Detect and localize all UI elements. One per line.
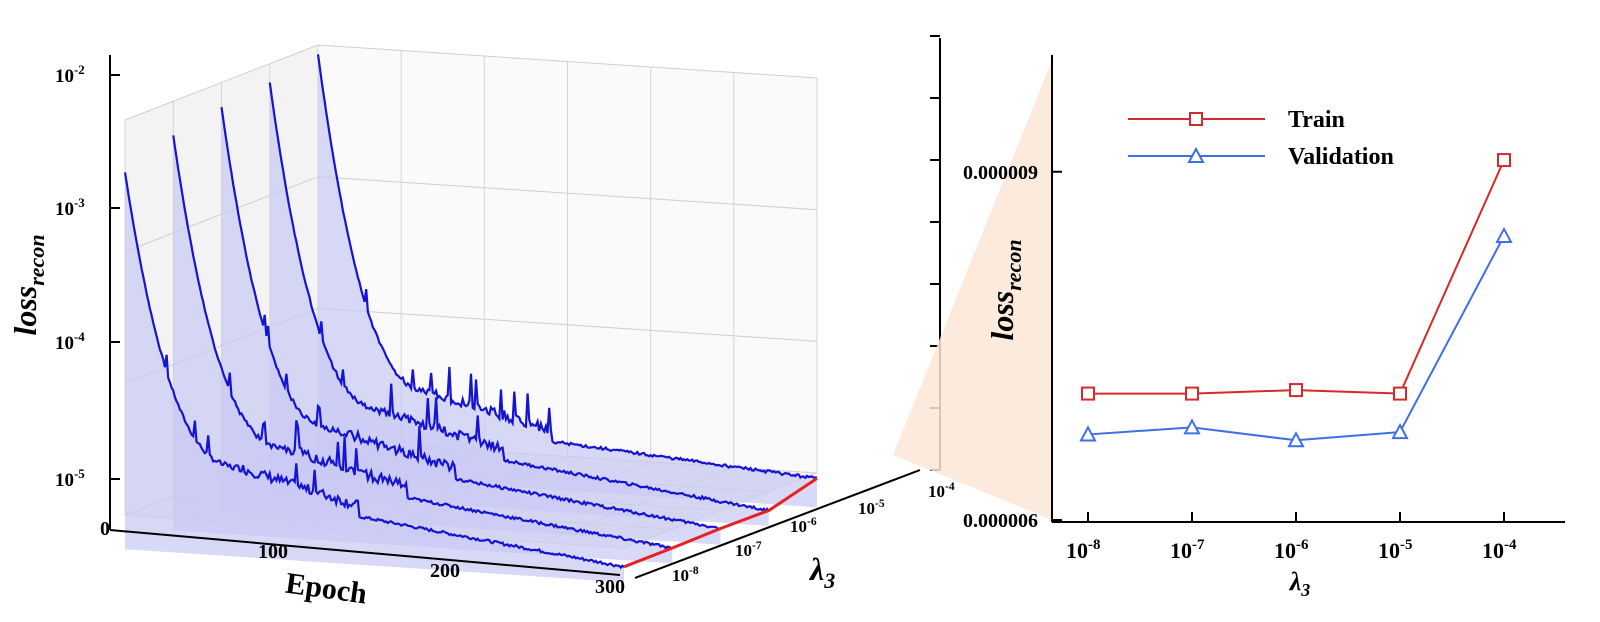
y-tick-label: 10-2 [55, 62, 85, 87]
y-tick-label: 10-3 [55, 195, 85, 220]
lambda-tick-label: 10-6 [790, 515, 817, 536]
inset-y-tick-label: 0.000009 [963, 162, 1038, 184]
inset-x-axis-title: λ3 [1289, 567, 1311, 600]
marker-train [1497, 153, 1511, 168]
lambda-tick-label: 10-4 [928, 480, 955, 501]
z-axis-title: λ3 [808, 551, 835, 593]
epoch-tick-label: 200 [430, 560, 460, 582]
line-plot-2d: 0.000009 0.000006 10-8 10-7 10-6 10-5 10-4 Trai… [893, 55, 1565, 600]
series-line-1e-7 [172, 135, 674, 551]
final-loss-highlight [623, 477, 818, 569]
epoch-tick-label: 100 [258, 541, 288, 563]
series-fill-1e-7 [173, 135, 673, 564]
marker-validation [1079, 425, 1097, 442]
inset-x-tick-label: 10-6 [1274, 537, 1309, 563]
y-tick-label: 10-4 [55, 329, 85, 354]
series-line-1e-5 [268, 82, 770, 514]
y-tick-label: 10-5 [55, 466, 85, 491]
series-line-1e-8 [123, 172, 625, 570]
marker-validation [1495, 226, 1513, 243]
series-line-train [1088, 159, 1505, 395]
series-line-1e-4 [316, 54, 817, 480]
legend-label-validation: Validation [1288, 144, 1394, 170]
legend-label-train: Train [1288, 107, 1345, 133]
inset-x-tick-label: 10-4 [1482, 537, 1517, 563]
legend-marker-train [1189, 112, 1203, 126]
inset-x-tick-label: 10-8 [1066, 537, 1100, 563]
lambda-axis-line [634, 469, 921, 579]
epoch-tick-label: 300 [595, 576, 625, 598]
lambda-tick-label: 10-8 [672, 564, 699, 585]
zoom-connector [893, 60, 1052, 520]
series-line-1e-6 [220, 106, 721, 531]
epoch-axis-line [109, 529, 621, 576]
lambda-tick-label: 10-5 [858, 497, 885, 518]
inset-y-tick-label: 0.000006 [963, 510, 1038, 532]
marker-train [1185, 386, 1199, 401]
y-axis-title: lossrecon [7, 234, 49, 335]
marker-validation [1391, 422, 1409, 440]
inset-y-axis-title: lossrecon [984, 239, 1026, 340]
legend-marker-validation [1187, 146, 1205, 163]
waterfall-3d-plot: 10-2 10-3 10-4 10-5 0 100 200 300 10-8 10-7 10-6 10… [7, 35, 955, 611]
marker-validation [1287, 431, 1305, 448]
series-fill-1e-8 [125, 172, 624, 583]
marker-validation [1183, 418, 1201, 435]
marker-train [1081, 386, 1095, 401]
series-line-validation [1087, 235, 1505, 442]
marker-train [1289, 383, 1303, 398]
inset-x-tick-label: 10-7 [1170, 537, 1205, 563]
marker-train [1393, 386, 1407, 401]
x-axis-title: Epoch [284, 567, 370, 611]
inset-x-tick-label: 10-5 [1378, 537, 1412, 563]
lambda-tick-label: 10-7 [735, 539, 762, 560]
epoch-tick-label: 0 [100, 518, 110, 540]
